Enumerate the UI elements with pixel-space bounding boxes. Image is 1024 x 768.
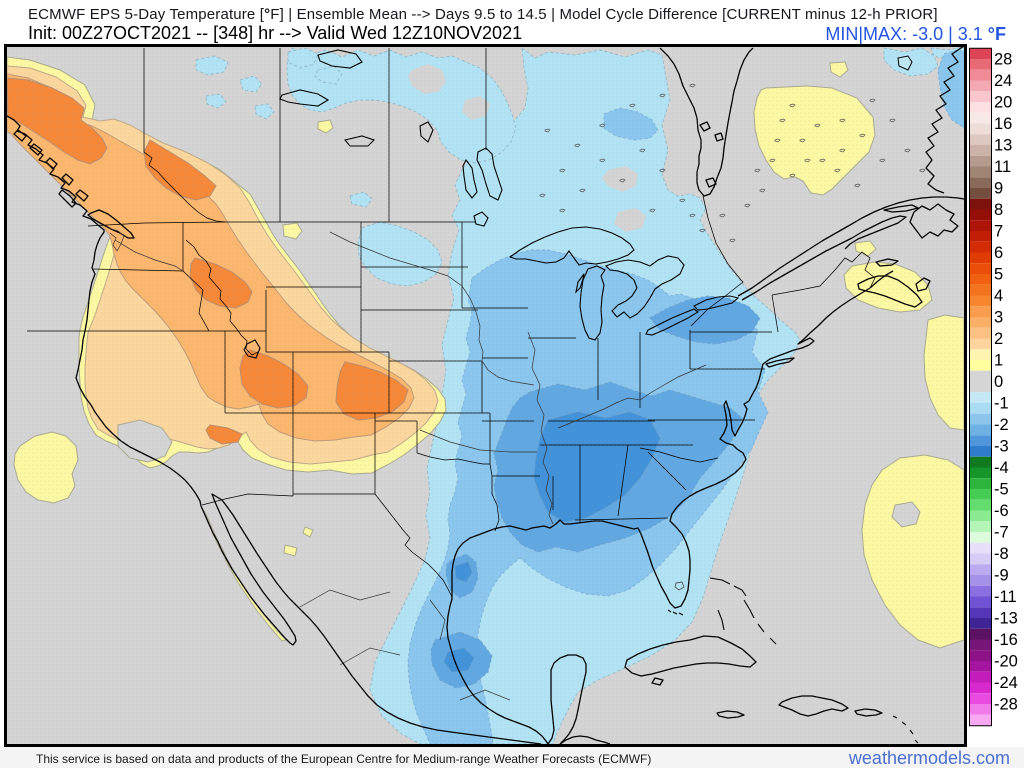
svg-text:0: 0 <box>994 373 1003 391</box>
svg-text:-4: -4 <box>994 459 1009 477</box>
svg-text:24: 24 <box>994 72 1012 90</box>
svg-text:2: 2 <box>994 330 1003 348</box>
svg-text:3: 3 <box>994 309 1003 327</box>
svg-text:9: 9 <box>994 180 1003 198</box>
svg-text:-13: -13 <box>994 610 1018 628</box>
svg-text:11: 11 <box>994 158 1011 176</box>
svg-text:-9: -9 <box>994 567 1009 585</box>
svg-text:20: 20 <box>994 94 1012 112</box>
svg-text:4: 4 <box>994 287 1003 305</box>
svg-text:7: 7 <box>994 223 1003 241</box>
svg-text:16: 16 <box>994 115 1012 133</box>
svg-text:-6: -6 <box>994 502 1009 520</box>
svg-text:5: 5 <box>994 266 1003 284</box>
svg-text:-1: -1 <box>994 395 1009 413</box>
svg-text:13: 13 <box>994 137 1012 155</box>
svg-text:-5: -5 <box>994 481 1009 499</box>
svg-text:-7: -7 <box>994 524 1009 542</box>
svg-text:1: 1 <box>994 352 1003 370</box>
svg-text:-3: -3 <box>994 438 1009 456</box>
svg-text:-28: -28 <box>994 696 1018 714</box>
svg-text:6: 6 <box>994 244 1003 262</box>
svg-text:-8: -8 <box>994 545 1009 563</box>
svg-text:-11: -11 <box>994 588 1017 606</box>
svg-text:28: 28 <box>994 51 1012 69</box>
svg-text:8: 8 <box>994 201 1003 219</box>
svg-text:-2: -2 <box>994 416 1009 434</box>
svg-text:-16: -16 <box>994 631 1018 649</box>
svg-text:-20: -20 <box>994 653 1018 671</box>
svg-text:-24: -24 <box>994 674 1018 692</box>
